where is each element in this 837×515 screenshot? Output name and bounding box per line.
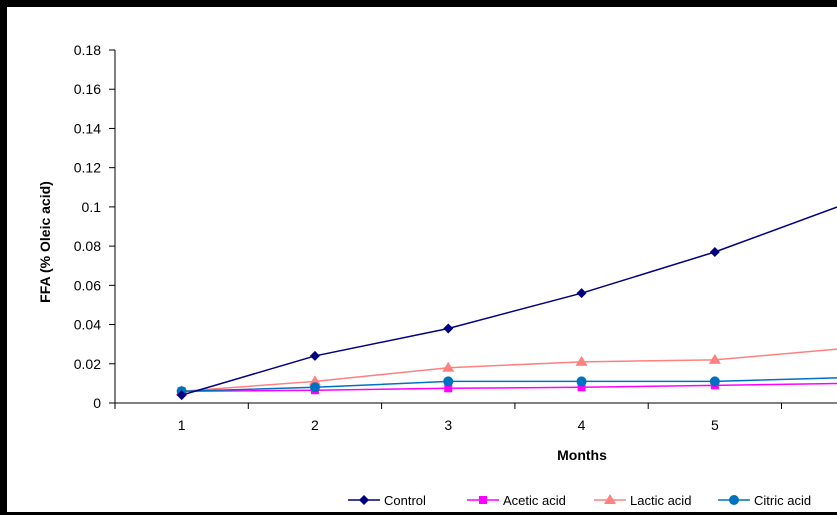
legend-label: Acetic acid (503, 493, 566, 508)
y-tick-label: 0.18 (74, 42, 101, 58)
x-tick-label: 2 (311, 417, 319, 433)
y-axis: 0 0.02 0.04 0.06 0.08 0.1 0.12 0.14 0.16 0.18 (74, 42, 116, 411)
data-point-citric-acid (576, 376, 587, 387)
legend-label: Lactic acid (630, 493, 691, 508)
x-tick-label: 1 (178, 417, 186, 433)
data-point-control (576, 288, 587, 299)
legend-marker (479, 496, 487, 504)
data-point-citric-acid (709, 376, 720, 387)
legend-item-citric-acid: Citric acid (718, 493, 811, 508)
y-tick-label: 0.02 (74, 356, 101, 372)
x-tick-label: 5 (711, 417, 719, 433)
legend-item-acetic-acid: Acetic acid (467, 493, 566, 508)
series-control (176, 206, 837, 401)
legend-item-control: Control (348, 493, 426, 508)
legend: Control Acetic acid Lactic acid Citric acid (348, 493, 811, 508)
legend-marker (729, 495, 739, 505)
series-line-control (181, 206, 837, 396)
chart-frame-bottom (0, 512, 837, 515)
legend-label: Control (384, 493, 426, 508)
legend-item-lactic-acid: Lactic acid (594, 493, 691, 508)
data-point-acetic-acid (577, 383, 586, 392)
y-tick-label: 0.16 (74, 81, 101, 97)
y-tick-label: 0.08 (74, 238, 101, 254)
data-point-control (176, 390, 187, 401)
x-tick-label: 3 (444, 417, 452, 433)
y-tick-label: 0.1 (82, 199, 102, 215)
data-point-citric-acid (309, 382, 320, 393)
legend-marker (604, 494, 616, 504)
y-tick-label: 0.06 (74, 277, 101, 293)
data-point-control (443, 323, 454, 334)
legend-label: Citric acid (754, 493, 811, 508)
y-tick-label: 0.14 (74, 120, 101, 136)
data-point-lactic-acid (442, 361, 455, 372)
data-point-lactic-acid (575, 355, 588, 366)
data-point-acetic-acid (444, 384, 453, 393)
data-point-citric-acid (443, 376, 454, 387)
series-citric-acid (176, 376, 837, 397)
data-point-control (309, 350, 320, 361)
data-point-control (709, 246, 720, 257)
data-point-lactic-acid (308, 375, 321, 386)
y-tick-label: 0.04 (74, 317, 101, 333)
y-tick-label: 0.12 (74, 160, 101, 176)
series-line-citric-acid (181, 377, 837, 392)
x-axis: 1 2 3 4 5 (114, 402, 837, 433)
x-tick-label: 4 (578, 417, 586, 433)
data-point-lactic-acid (708, 353, 721, 364)
series-line-lactic-acid (181, 348, 837, 392)
x-axis-title: Months (557, 447, 607, 463)
y-tick-label: 0 (93, 395, 101, 411)
legend-marker (359, 495, 369, 505)
y-axis-title: FFA (% Oleic acid) (37, 181, 53, 303)
series-layer (175, 206, 837, 401)
series-line-acetic-acid (181, 382, 837, 392)
